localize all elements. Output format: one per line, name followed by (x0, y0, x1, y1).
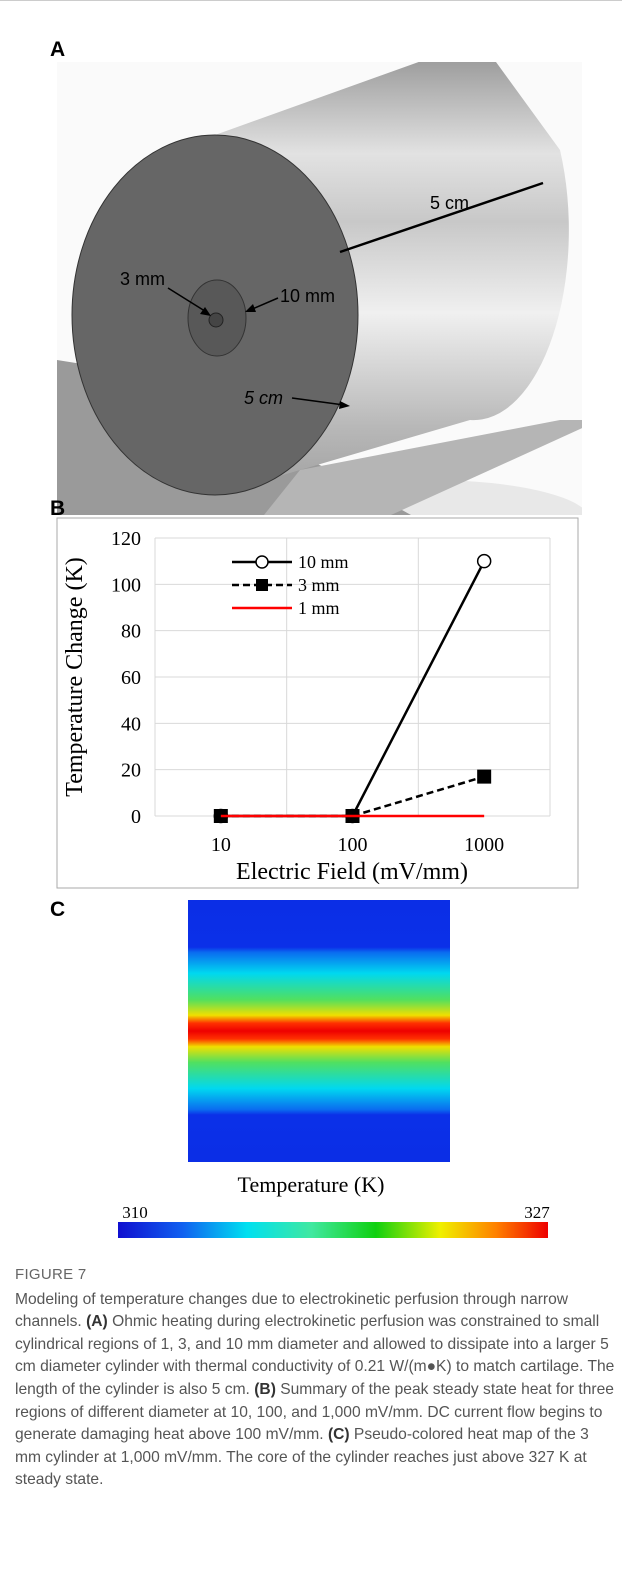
y-tick-label: 80 (121, 621, 141, 643)
caption-segment: Ohmic heating during electrokinetic perf… (15, 1313, 615, 1398)
caption-text: Modeling of temperature changes due to e… (15, 1289, 615, 1492)
figure: A 5 cm 3 mm 10 mm 5 cm B 0 20 40 60 80 100 120… (0, 0, 622, 1238)
x-tick-label: 100 (338, 834, 368, 856)
legend-label: 1 mm (298, 598, 340, 618)
x-axis-title: Electric Field (mV/mm) (236, 859, 468, 885)
cylinder-illustration (57, 62, 582, 515)
y-tick-label: 20 (121, 760, 141, 782)
caption-segment: (C) (327, 1426, 350, 1444)
legend-label: 3 mm (298, 575, 340, 595)
line-chart: 0 20 40 60 80 100 120 10 100 1000 Electric Field (… (62, 528, 551, 885)
panel-label: A (50, 38, 65, 61)
caption-title: FIGURE 7 (15, 1266, 87, 1283)
y-tick-label: 60 (121, 667, 141, 689)
y-tick-label: 0 (131, 806, 141, 828)
annotation: 10 mm (280, 286, 335, 306)
heatmap-title: Temperature (K) (238, 1172, 385, 1197)
colorbar-label: 310 (122, 1203, 148, 1222)
heatmap (188, 900, 450, 1162)
colorbar (118, 1222, 548, 1238)
legend-label: 10 mm (298, 552, 349, 572)
y-tick-label: 100 (111, 574, 141, 596)
colorbar-label: 327 (524, 1203, 550, 1222)
x-tick-label: 10 (211, 834, 231, 856)
caption-segment: Summary of the peak steady state heat fo… (15, 1380, 614, 1444)
chart-border (56, 517, 579, 889)
series-line (220, 775, 485, 818)
y-tick-label: 120 (111, 528, 141, 550)
y-tick-label: 40 (121, 713, 141, 735)
annotation: 3 mm (120, 269, 165, 289)
panel-label: B (50, 497, 65, 520)
marker (477, 769, 492, 784)
caption-segment: Modeling of temperature changes due to e… (15, 1290, 569, 1331)
caption-segment: Pseudo-colored heat map of the 3 mm cyli… (15, 1426, 589, 1489)
caption: FIGURE 7 Modeling of temperature changes… (15, 1264, 615, 1492)
panel-label: C (50, 898, 65, 921)
legend-marker (255, 555, 269, 569)
caption-segment: (B) (254, 1380, 276, 1398)
annotation: 5 cm (430, 193, 469, 213)
marker (476, 553, 492, 569)
x-tick-label: 1000 (464, 834, 504, 856)
annotation: 5 cm (244, 388, 283, 408)
caption-segment: (A) (86, 1313, 108, 1331)
legend-marker (256, 579, 268, 591)
y-axis-title: Temperature Change (K) (62, 557, 88, 797)
